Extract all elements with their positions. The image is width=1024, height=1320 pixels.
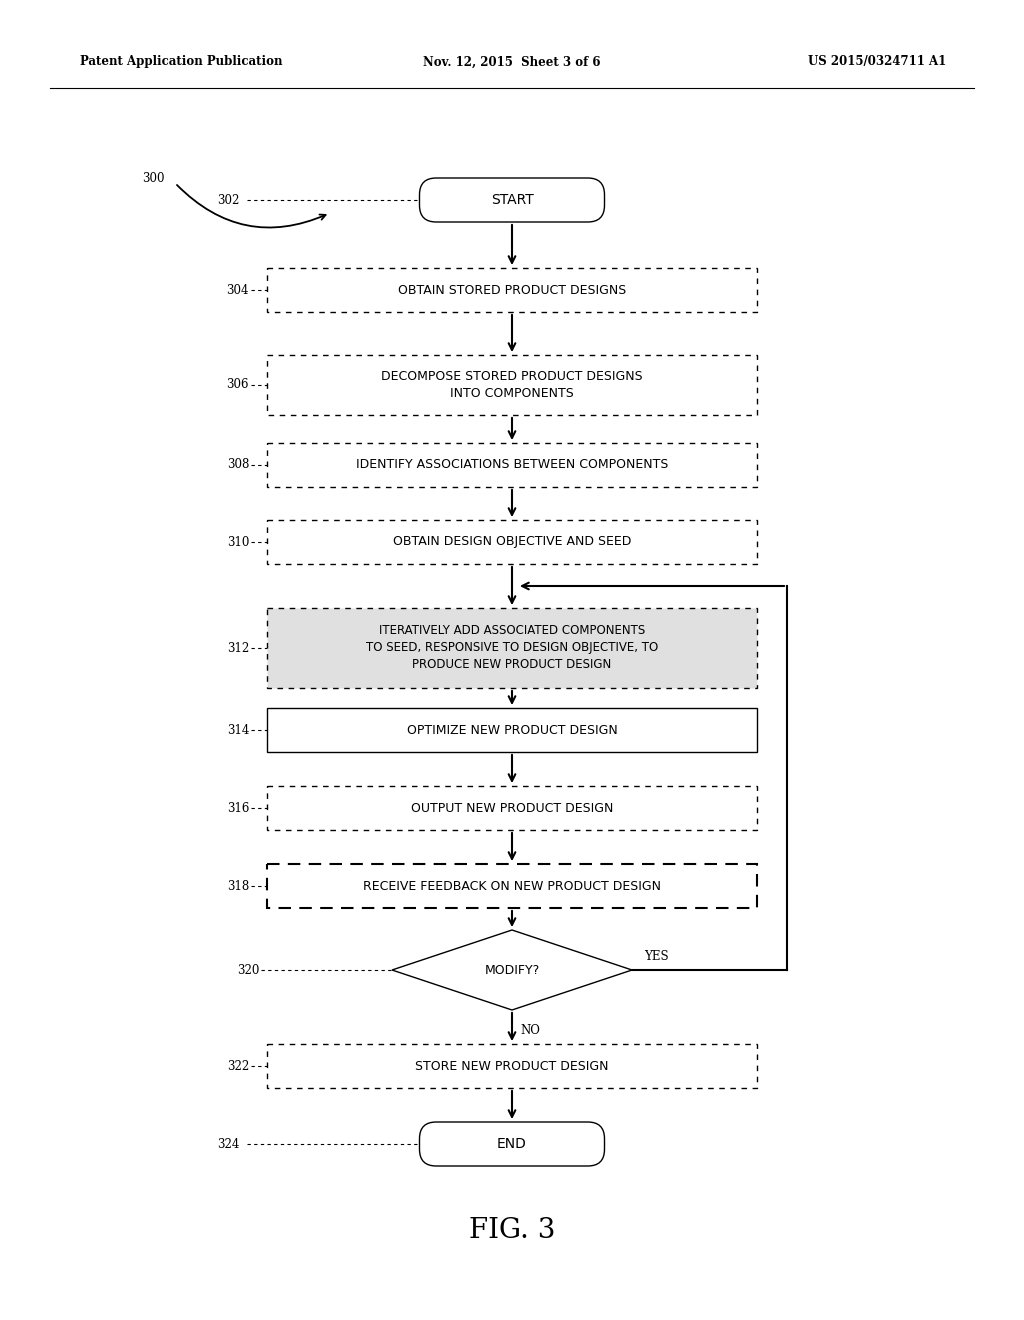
Text: STORE NEW PRODUCT DESIGN: STORE NEW PRODUCT DESIGN xyxy=(416,1060,608,1072)
Text: MODIFY?: MODIFY? xyxy=(484,964,540,977)
Text: OUTPUT NEW PRODUCT DESIGN: OUTPUT NEW PRODUCT DESIGN xyxy=(411,801,613,814)
Bar xyxy=(267,785,757,830)
Bar xyxy=(267,1044,757,1088)
Bar xyxy=(267,609,757,688)
Text: 310: 310 xyxy=(226,536,249,549)
Text: IDENTIFY ASSOCIATIONS BETWEEN COMPONENTS: IDENTIFY ASSOCIATIONS BETWEEN COMPONENTS xyxy=(355,458,669,471)
Text: 304: 304 xyxy=(226,284,249,297)
Text: 316: 316 xyxy=(226,801,249,814)
Text: 320: 320 xyxy=(237,964,259,977)
Bar xyxy=(267,268,757,312)
Text: 312: 312 xyxy=(226,642,249,655)
Text: OPTIMIZE NEW PRODUCT DESIGN: OPTIMIZE NEW PRODUCT DESIGN xyxy=(407,723,617,737)
Text: RECEIVE FEEDBACK ON NEW PRODUCT DESIGN: RECEIVE FEEDBACK ON NEW PRODUCT DESIGN xyxy=(362,879,662,892)
Text: DECOMPOSE STORED PRODUCT DESIGNS
INTO COMPONENTS: DECOMPOSE STORED PRODUCT DESIGNS INTO CO… xyxy=(381,370,643,400)
Text: 308: 308 xyxy=(226,458,249,471)
Text: START: START xyxy=(490,193,534,207)
Text: OBTAIN DESIGN OBJECTIVE AND SEED: OBTAIN DESIGN OBJECTIVE AND SEED xyxy=(393,536,631,549)
Bar xyxy=(267,708,757,752)
Text: FIG. 3: FIG. 3 xyxy=(469,1217,555,1243)
Text: 322: 322 xyxy=(226,1060,249,1072)
Text: 314: 314 xyxy=(226,723,249,737)
Text: ITERATIVELY ADD ASSOCIATED COMPONENTS
TO SEED, RESPONSIVE TO DESIGN OBJECTIVE, T: ITERATIVELY ADD ASSOCIATED COMPONENTS TO… xyxy=(366,624,658,672)
Text: OBTAIN STORED PRODUCT DESIGNS: OBTAIN STORED PRODUCT DESIGNS xyxy=(398,284,626,297)
Text: Nov. 12, 2015  Sheet 3 of 6: Nov. 12, 2015 Sheet 3 of 6 xyxy=(423,55,601,69)
Text: 324: 324 xyxy=(217,1138,239,1151)
Bar xyxy=(267,444,757,487)
Text: 302: 302 xyxy=(217,194,239,206)
Text: Patent Application Publication: Patent Application Publication xyxy=(80,55,283,69)
Bar xyxy=(267,355,757,414)
Text: US 2015/0324711 A1: US 2015/0324711 A1 xyxy=(808,55,946,69)
Bar xyxy=(267,865,757,908)
FancyBboxPatch shape xyxy=(420,1122,604,1166)
Bar xyxy=(267,520,757,564)
Text: 306: 306 xyxy=(226,379,249,392)
Text: END: END xyxy=(497,1137,527,1151)
FancyBboxPatch shape xyxy=(420,178,604,222)
Text: NO: NO xyxy=(520,1024,540,1038)
Text: 300: 300 xyxy=(142,172,165,185)
Polygon shape xyxy=(392,931,632,1010)
Text: YES: YES xyxy=(644,949,669,962)
Text: 318: 318 xyxy=(226,879,249,892)
